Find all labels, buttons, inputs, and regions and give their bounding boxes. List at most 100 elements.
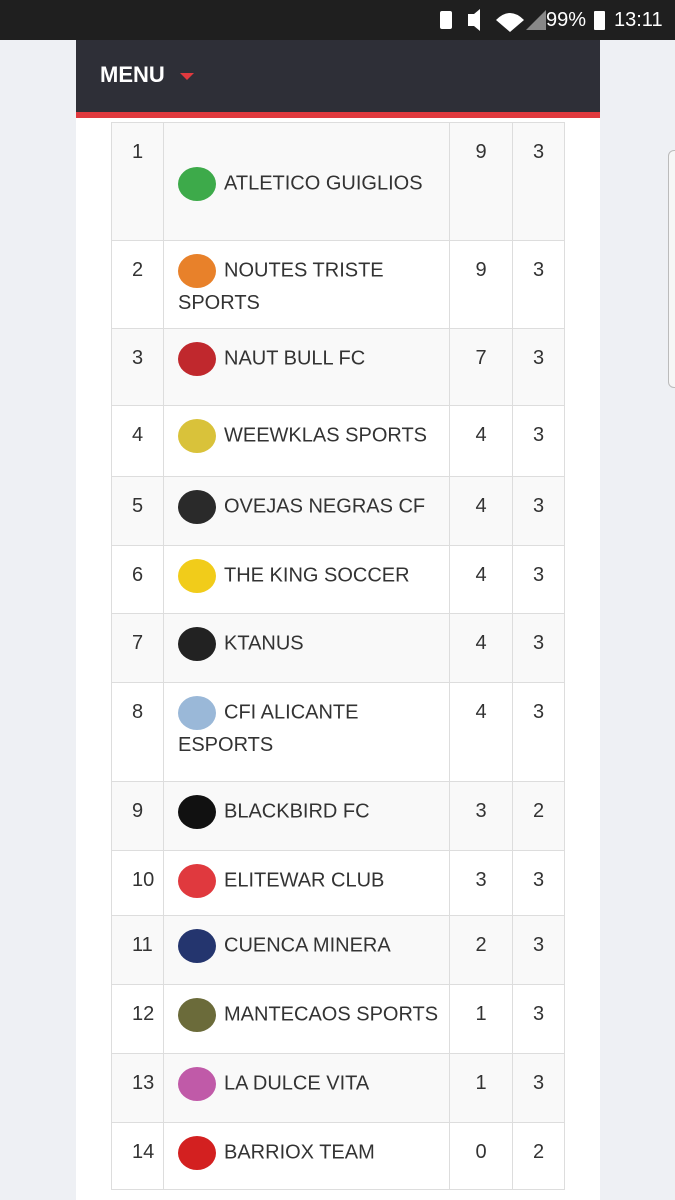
rank-cell: 2 <box>111 241 163 328</box>
rank-cell: 11 <box>111 916 163 984</box>
team-logo <box>178 419 216 453</box>
table-row: 5 OVEJAS NEGRAS CF 4 3 <box>111 477 565 546</box>
points-cell: 0 <box>449 1123 512 1189</box>
team-logo <box>178 998 216 1032</box>
menu-caret <box>180 73 194 80</box>
team-cell: ELITEWAR CLUB <box>163 851 449 915</box>
team-logo <box>178 929 216 963</box>
team-logo <box>178 795 216 829</box>
points-cell: 3 <box>449 851 512 915</box>
team-logo <box>178 254 216 288</box>
team-logo <box>178 627 216 661</box>
played-cell: 2 <box>512 782 565 850</box>
rank-cell: 6 <box>111 546 163 613</box>
rank-cell: 7 <box>111 614 163 682</box>
team-cell: MANTECAOS SPORTS <box>163 985 449 1053</box>
played-cell: 3 <box>512 985 565 1053</box>
points-cell: 4 <box>449 683 512 781</box>
table-row: 2 NOUTES TRISTE SPORTS 9 3 <box>111 241 565 329</box>
team-logo <box>178 864 216 898</box>
played-cell: 3 <box>512 329 565 405</box>
clock: 13:11 <box>614 9 663 31</box>
team-logo <box>178 490 216 524</box>
table-row: 7 KTANUS 4 3 <box>111 614 565 683</box>
table-row: 9 BLACKBIRD FC 3 2 <box>111 782 565 851</box>
battery-level: 99% <box>546 9 587 31</box>
points-cell: 1 <box>449 1054 512 1122</box>
team-name: BLACKBIRD FC <box>224 800 370 823</box>
team-cell: NOUTES TRISTE SPORTS <box>163 241 449 328</box>
table-row: 1 ATLETICO GUIGLIOS 9 3 <box>111 123 565 241</box>
team-name: MANTECAOS SPORTS <box>224 1003 439 1026</box>
table-row: 6 THE KING SOCCER 4 3 <box>111 546 565 614</box>
rank-cell: 12 <box>111 985 163 1053</box>
battery-icon <box>594 11 605 30</box>
team-name: ELITEWAR CLUB <box>224 869 385 892</box>
menu-stripe <box>76 112 600 118</box>
team-logo <box>178 696 216 730</box>
team-cell: KTANUS <box>163 614 449 682</box>
team-cell: OVEJAS NEGRAS CF <box>163 477 449 545</box>
played-cell: 3 <box>512 477 565 545</box>
rank-cell: 9 <box>111 782 163 850</box>
menu-label[interactable]: MENU <box>100 62 165 87</box>
rank-cell: 13 <box>111 1054 163 1122</box>
team-logo <box>178 559 216 593</box>
status-bar: 99% 13:11 <box>0 0 675 40</box>
played-cell: 3 <box>512 916 565 984</box>
table-row: 12 MANTECAOS SPORTS 1 3 <box>111 985 565 1054</box>
team-name: CUENCA MINERA <box>224 934 391 957</box>
points-cell: 7 <box>449 329 512 405</box>
team-cell: WEEWKLAS SPORTS <box>163 406 449 476</box>
team-name: WEEWKLAS SPORTS <box>224 424 428 447</box>
team-cell: CFI ALICANTE ESPORTS <box>163 683 449 781</box>
team-name: NAUT BULL FC <box>224 347 366 370</box>
points-cell: 2 <box>449 916 512 984</box>
team-cell: BARRIOX TEAM <box>163 1123 449 1189</box>
team-cell: CUENCA MINERA <box>163 916 449 984</box>
table-row: 13 LA DULCE VITA 1 3 <box>111 1054 565 1123</box>
team-name: NOUTES TRISTE SPORTS <box>178 259 384 314</box>
team-name: CFI ALICANTE ESPORTS <box>178 701 359 756</box>
played-cell: 3 <box>512 851 565 915</box>
team-name: OVEJAS NEGRAS CF <box>224 495 426 518</box>
played-cell: 3 <box>512 546 565 613</box>
points-cell: 9 <box>449 123 512 240</box>
team-name: LA DULCE VITA <box>224 1072 370 1095</box>
rank-cell: 1 <box>111 123 163 240</box>
rank-cell: 14 <box>111 1123 163 1189</box>
played-cell: 3 <box>512 614 565 682</box>
played-cell: 3 <box>512 1054 565 1122</box>
played-cell: 3 <box>512 123 565 240</box>
table-row: 4 WEEWKLAS SPORTS 4 3 <box>111 406 565 477</box>
standings-table: 1 ATLETICO GUIGLIOS 9 3 2 NOUTES TRISTE SPORT… <box>111 122 565 1190</box>
team-cell: NAUT BULL FC <box>163 329 449 405</box>
played-cell: 3 <box>512 406 565 476</box>
rank-cell: 4 <box>111 406 163 476</box>
team-name: ATLETICO GUIGLIOS <box>224 172 423 195</box>
points-cell: 4 <box>449 477 512 545</box>
played-cell: 2 <box>512 1123 565 1189</box>
team-cell: THE KING SOCCER <box>163 546 449 613</box>
team-logo <box>178 1067 216 1101</box>
menu-bar[interactable]: MENU <box>76 40 600 112</box>
points-cell: 4 <box>449 614 512 682</box>
points-cell: 1 <box>449 985 512 1053</box>
rank-cell: 10 <box>111 851 163 915</box>
points-cell: 4 <box>449 406 512 476</box>
status-icons <box>440 9 546 32</box>
team-cell: LA DULCE VITA <box>163 1054 449 1122</box>
team-name: KTANUS <box>224 632 304 655</box>
team-cell: BLACKBIRD FC <box>163 782 449 850</box>
rank-cell: 5 <box>111 477 163 545</box>
team-logo <box>178 342 216 376</box>
points-cell: 9 <box>449 241 512 328</box>
table-row: 10 ELITEWAR CLUB 3 3 <box>111 851 565 916</box>
points-cell: 3 <box>449 782 512 850</box>
team-name: BARRIOX TEAM <box>224 1141 375 1164</box>
table-row: 11 CUENCA MINERA 2 3 <box>111 916 565 985</box>
played-cell: 3 <box>512 683 565 781</box>
table-row: 3 NAUT BULL FC 7 3 <box>111 329 565 406</box>
rank-cell: 8 <box>111 683 163 781</box>
scroll-handle[interactable] <box>668 150 675 388</box>
